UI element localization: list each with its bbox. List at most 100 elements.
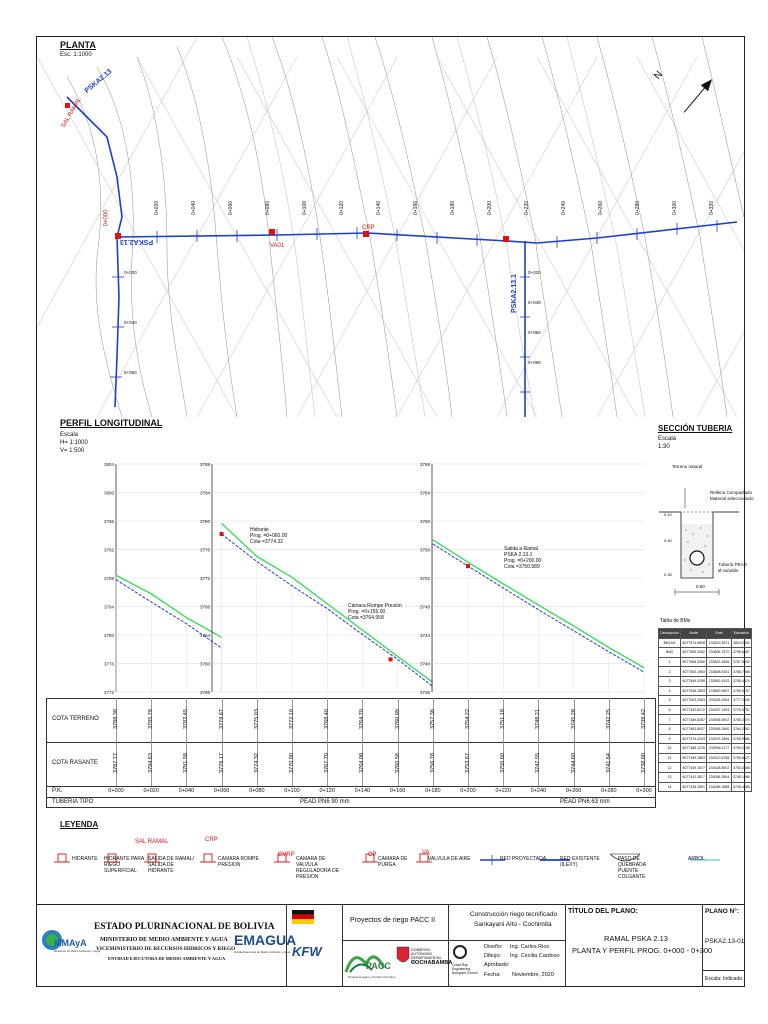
drawing-sheet xyxy=(36,36,745,987)
bm-table-row: 5 8077503.2563 233925.2664 3777.2945 xyxy=(657,695,753,706)
emagua-logo: EMAGUA xyxy=(234,932,297,948)
table-column-divider xyxy=(432,698,434,786)
plano-title-label: TÍTULO DEL PLANO: xyxy=(568,908,638,915)
table-cell-cota-terreno: 3742.25 xyxy=(605,709,612,729)
plan-vent-label: VA01 xyxy=(270,243,285,249)
annotation-hidrante: Hidrante Prog. =0+060.00 Cota =3774.32 xyxy=(250,527,288,545)
legend-item: RED EXISTENTE (ILEXY) xyxy=(560,856,600,868)
plan-station-label: 0+320 xyxy=(709,200,716,216)
table-column-divider xyxy=(292,698,293,786)
table-cell-cota-rasante: 3787.77 xyxy=(113,753,119,773)
table-cell-cota-rasante: 3750.60 xyxy=(500,753,507,773)
section-dim-1: 0.10 xyxy=(664,512,672,517)
bm-table-title: Tabla de BMs xyxy=(660,618,691,624)
pacc-sub: Programa Agua y Cambio Climático xyxy=(348,975,396,979)
table-column-divider xyxy=(151,698,153,786)
profile-tick-label: 3784 xyxy=(104,605,115,610)
title-block xyxy=(36,904,745,987)
cochabamba-shield-icon xyxy=(396,946,410,963)
bm-table-row: 7 8077489.8287 233938.9002 3765.2974 xyxy=(657,714,753,725)
profile-structure-marker xyxy=(388,657,393,662)
bm-table-row: BM1SA 8077574.9898 233819.2874 3804.2852 xyxy=(657,637,753,649)
bm-table-row: 8 8077483.8027 233948.2660 3764.2863 xyxy=(657,723,753,735)
plan-station-label: 0+120 xyxy=(339,200,346,216)
profile-tick-label: 3800 xyxy=(104,491,115,496)
pipe-line xyxy=(115,579,222,649)
pacc-logo-icon xyxy=(344,955,386,973)
plan-crp-label: CRP xyxy=(362,225,375,231)
plan-station-label: 0+060 xyxy=(228,200,235,216)
table-column-divider xyxy=(397,698,399,786)
table-cell-cota-rasante: 3744.60 xyxy=(570,753,577,773)
plan-station-label: 0+260 xyxy=(598,200,605,216)
bm-table-row: 11 8077459.2883 234010.6788 3755.8427 xyxy=(657,752,753,764)
plano-title-2: PLANTA Y PERFIL PROG. 0+000 - 0+300 xyxy=(572,946,713,955)
table-cell-cota-rasante: 3770.90 xyxy=(289,753,295,773)
plan-station-label: 0+080 xyxy=(265,200,272,216)
plan-station-label: 0+200 xyxy=(487,200,494,216)
mmaya-sub: Ministerio de Medio Ambiente y Agua xyxy=(54,949,101,953)
bm-table-row: BM2 8077569.2082 233806.7570 3798.6467 xyxy=(657,647,753,658)
profile-tick-label: 3748 xyxy=(420,605,431,610)
plan-station-label: 0+180 xyxy=(450,200,457,216)
section-drawing xyxy=(659,488,739,595)
legend-item: CAMARA DE VALVULA REGULADORA DE PRESION xyxy=(296,856,340,880)
table-cell-pk: 0+000 xyxy=(108,788,124,794)
legend-item: PASO DE QUEBRADA PUENTE COLGANTE xyxy=(618,856,646,880)
table-cell-cota-rasante: 3781.58 xyxy=(183,753,190,773)
legend-item: SALIDA DE RAMAL/ SALIDA DE HIDRANTE xyxy=(148,856,194,874)
pacc-wordmark: PACC xyxy=(366,961,391,971)
table-cell-pk: 0+080 xyxy=(249,788,265,794)
plan-station-label: 0+220 xyxy=(524,200,531,216)
legend-cp: CP xyxy=(368,852,377,858)
table-cell-cota-terreno: 3760.99 xyxy=(394,709,401,729)
legend-item: ARBOL xyxy=(688,856,705,862)
table-cell-cota-rasante: 3747.55 xyxy=(535,753,542,773)
legend-va: VA xyxy=(422,850,430,856)
table-cell-cota-terreno: 3751.18 xyxy=(500,709,507,729)
table-cell-pk: 0+020 xyxy=(143,788,159,794)
profile-tick-label: 3772 xyxy=(104,690,115,695)
legend-item: VALVULA DE AIRE xyxy=(428,856,471,862)
pipe-line xyxy=(221,533,434,687)
table-cell-cota-terreno: 3772.10 xyxy=(289,709,295,729)
mmaya-logo xyxy=(42,930,62,950)
entity-name: ENTIDAD EJECUTORA DE MEDIO AMBIENTE Y AG… xyxy=(108,956,226,961)
plano-title-1: RAMAL PSKA 2.13 xyxy=(604,934,668,943)
profile-v-scale: V= 1:500 xyxy=(60,448,85,454)
table-column-divider xyxy=(116,698,117,786)
profile-tick-label: 3788 xyxy=(104,576,115,581)
table-cell-cota-terreno: 3754.22 xyxy=(465,709,471,729)
terrain-line xyxy=(221,522,434,683)
section-dim-2: 0.40 xyxy=(664,538,672,543)
ramal-label-2: PSKA2.13.1 xyxy=(510,274,518,313)
table-column-divider xyxy=(186,698,188,786)
table-cell-cota-terreno: 3779.67 xyxy=(218,709,225,729)
legend-item: CAMARA ROMPE PRESION xyxy=(218,856,259,868)
bm-table-row: 3 8077549.3258 233852.6102 3785.4474 xyxy=(657,675,753,687)
profile-tick-label: 3780 xyxy=(200,519,211,524)
table-cell-cota-terreno: 3785.79 xyxy=(148,709,155,729)
table-cell-cota-rasante: 3784.63 xyxy=(148,753,155,773)
table-cell-cota-terreno: 3739.42 xyxy=(641,709,647,729)
plan-lower-station-label: 0+020 xyxy=(124,270,137,275)
table-column-divider xyxy=(503,698,505,786)
table-cell-pk: 0+240 xyxy=(530,788,547,794)
profile-tick-label: 3768 xyxy=(200,605,211,610)
table-cell-cota-terreno: 3745.28 xyxy=(570,709,577,729)
bm-table-row: 10 8077468.1276 233996.1177 3759.2238 xyxy=(657,743,753,754)
profile-structure-marker xyxy=(466,564,470,569)
emagua-sub: Entidad Ejecutora de Medio Ambiente y Ag… xyxy=(234,950,291,954)
legend-crp: CRP xyxy=(205,837,218,843)
profile-tick-label: 3792 xyxy=(104,548,115,553)
plan-station-label: 0+100 xyxy=(302,200,309,216)
table-column-divider xyxy=(608,698,610,786)
profile-tick-label: 3768 xyxy=(420,462,431,467)
legend-item: HIDRANTE xyxy=(72,856,98,862)
table-cell-cota-terreno: 3768.40 xyxy=(324,709,331,729)
escala-label: Escala: xyxy=(705,976,722,982)
profile-tick-label: 3760 xyxy=(200,662,211,667)
plan-lower-station-label: 0+060 xyxy=(124,370,137,375)
profile-tick-label: 3776 xyxy=(200,548,211,553)
profile-tick-label: 3744 xyxy=(420,633,431,638)
